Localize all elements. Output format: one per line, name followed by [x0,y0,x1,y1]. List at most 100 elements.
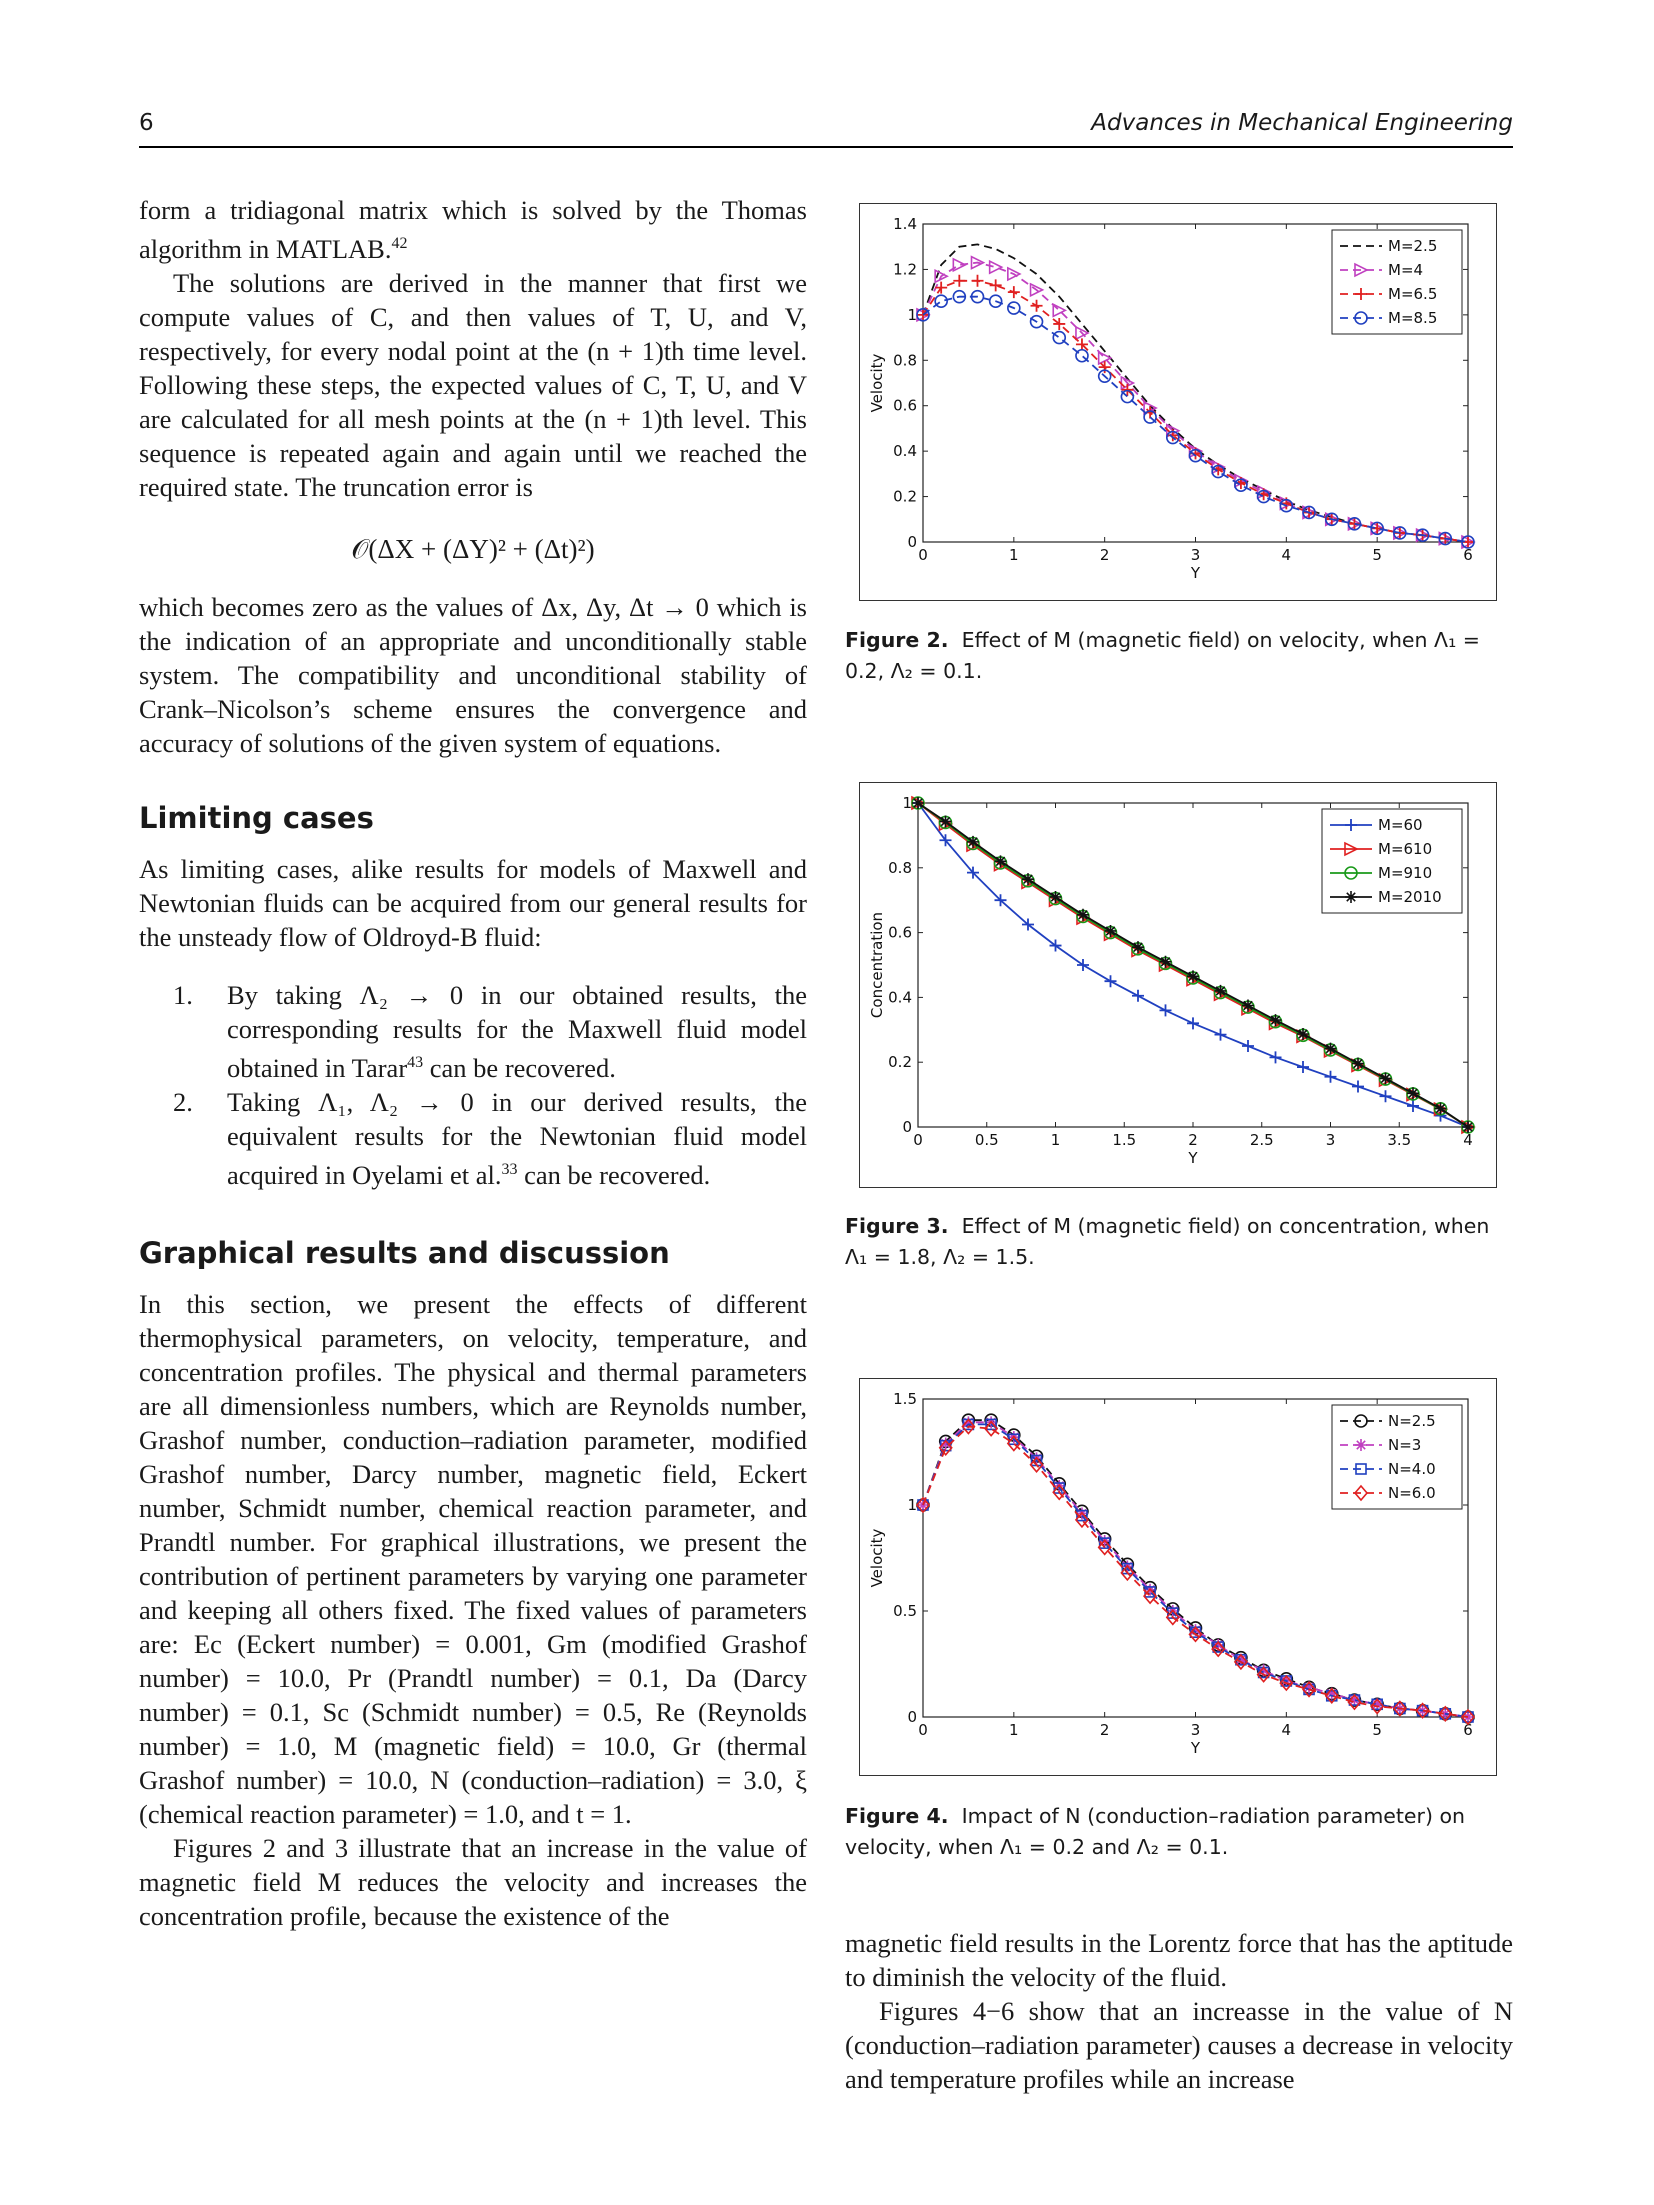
data-point [1347,517,1362,531]
y-tick-label: 1.4 [893,215,917,233]
data-point [1049,939,1062,952]
data-point [1407,1087,1419,1100]
data-point [1007,286,1020,299]
paragraph-text: form a tridiagonal matrix which is solve… [139,195,807,264]
caption-text: Effect of M (magnetic field) on velocity… [845,628,1480,683]
data-point [1104,924,1117,937]
data-point [1256,1666,1271,1683]
data-point [1279,1674,1294,1692]
series-line [922,295,1469,543]
legend-marker [1355,1463,1367,1475]
y-tick-label: 0.8 [888,859,912,877]
x-tick-label: 2 [1100,546,1110,564]
data-point [1143,1587,1158,1605]
data-point [1415,528,1430,542]
running-header: 6 Advances in Mechanical Engineering [139,108,1513,148]
figure-3-caption: Figure 3. Effect of M (magnetic field) o… [845,1211,1513,1273]
x-tick-label: 2.5 [1250,1131,1274,1149]
journal-title: Advances in Mechanical Engineering [1091,110,1513,136]
data-point [1242,1040,1254,1052]
citation: 43 [407,1053,424,1071]
data-point [939,815,952,828]
x-tick-label: 1 [1009,546,1019,564]
data-point [1434,1102,1447,1115]
legend-label: M=8.5 [1388,309,1437,327]
data-point [1097,369,1112,383]
numbered-list: 1. By taking Λ₂ → 0 in our obtained resul… [139,978,807,1192]
data-point [1324,1687,1339,1705]
data-point [989,279,1002,292]
paragraph: Figures 2 and 3 illustrate that an incre… [139,1833,807,1932]
data-point [1120,389,1135,404]
y-tick-label: 0 [907,533,917,551]
figure-3-chart: 0 0.5 1 1.5 2 2.5 3 3.5 4 0 0.2 0.4 0.6 0.8 1 Y Concentr… [859,782,1497,1188]
x-tick-label: 3 [1191,1721,1201,1739]
data-point [1461,535,1475,549]
data-point [1348,1694,1361,1707]
y-tick-label: 0.4 [893,442,917,460]
legend-box [1331,229,1463,335]
data-point [1022,918,1034,931]
data-point [915,1496,931,1514]
data-point [1212,1638,1225,1651]
data-point [1371,1698,1384,1711]
y-tick-label: 1 [907,306,917,324]
legend-label: N=3 [1388,1436,1421,1454]
legend-label: M=4 [1388,261,1423,279]
data-point [967,835,979,848]
data-point [952,289,967,304]
legend-marker [1355,288,1367,300]
figure-2-caption: Figure 2. Effect of M (magnetic field) o… [845,625,1513,687]
data-point [1132,941,1144,954]
data-point [1234,478,1248,493]
data-point [1029,1456,1044,1473]
data-point [1052,303,1068,318]
list-item: 2. Taking Λ₁, Λ₂ → 0 in our derived resul… [139,1085,807,1192]
y-tick-label: 1.2 [893,260,917,278]
legend-marker [1353,1484,1369,1502]
y-tick-label: 1 [907,1496,917,1514]
data-point [988,294,1003,309]
data-point [1370,521,1384,536]
data-point [1407,1099,1419,1112]
data-point [1165,1609,1180,1626]
x-tick-label: 0 [918,1721,928,1739]
data-point [1279,498,1294,513]
y-tick-label: 0 [902,1118,912,1136]
series-M=60 [912,797,1474,1133]
data-point [1075,325,1090,341]
legend-label: M=60 [1378,816,1423,834]
data-point [1076,1509,1088,1522]
data-point [1392,1700,1407,1717]
y-tick-label: 0.8 [893,351,917,369]
x-tick-label: 4 [1282,546,1292,564]
legend-marker [1355,1439,1367,1451]
data-point [938,1439,953,1456]
legend-label: M=610 [1378,840,1432,858]
data-point [1007,301,1021,315]
y-tick-label: 0 [907,1708,917,1726]
data-point [988,259,1004,275]
data-point [1121,383,1134,396]
list-text-tail: can be recovered. [517,1159,711,1190]
figure-4-chart: 0 1 2 3 4 5 6 0 0.5 1 1.5 Y Velocity N=2.5 N=3 N=4.0 N=6… [859,1378,1497,1776]
figure-3-plot: 0 0.5 1 1.5 2 2.5 3 3.5 4 0 0.2 0.4 0.6 0.8 1 Y Concentr… [868,794,1476,1167]
legend-box [1331,1404,1463,1510]
data-point [1301,1681,1317,1698]
list-number: 1. [173,979,193,1010]
data-point [967,866,979,879]
data-point [1077,959,1089,971]
data-point [1234,1653,1247,1666]
data-point [1269,1051,1282,1064]
data-point [1006,1435,1021,1452]
list-number: 2. [173,1086,193,1117]
data-point [1029,282,1045,298]
data-point [934,268,949,284]
data-point [1211,1640,1226,1658]
x-tick-label: 0.5 [975,1131,999,1149]
data-point [1159,1004,1172,1017]
data-point [939,1437,952,1450]
data-point [953,274,966,287]
citation: 33 [501,1160,518,1178]
data-point [971,274,984,287]
